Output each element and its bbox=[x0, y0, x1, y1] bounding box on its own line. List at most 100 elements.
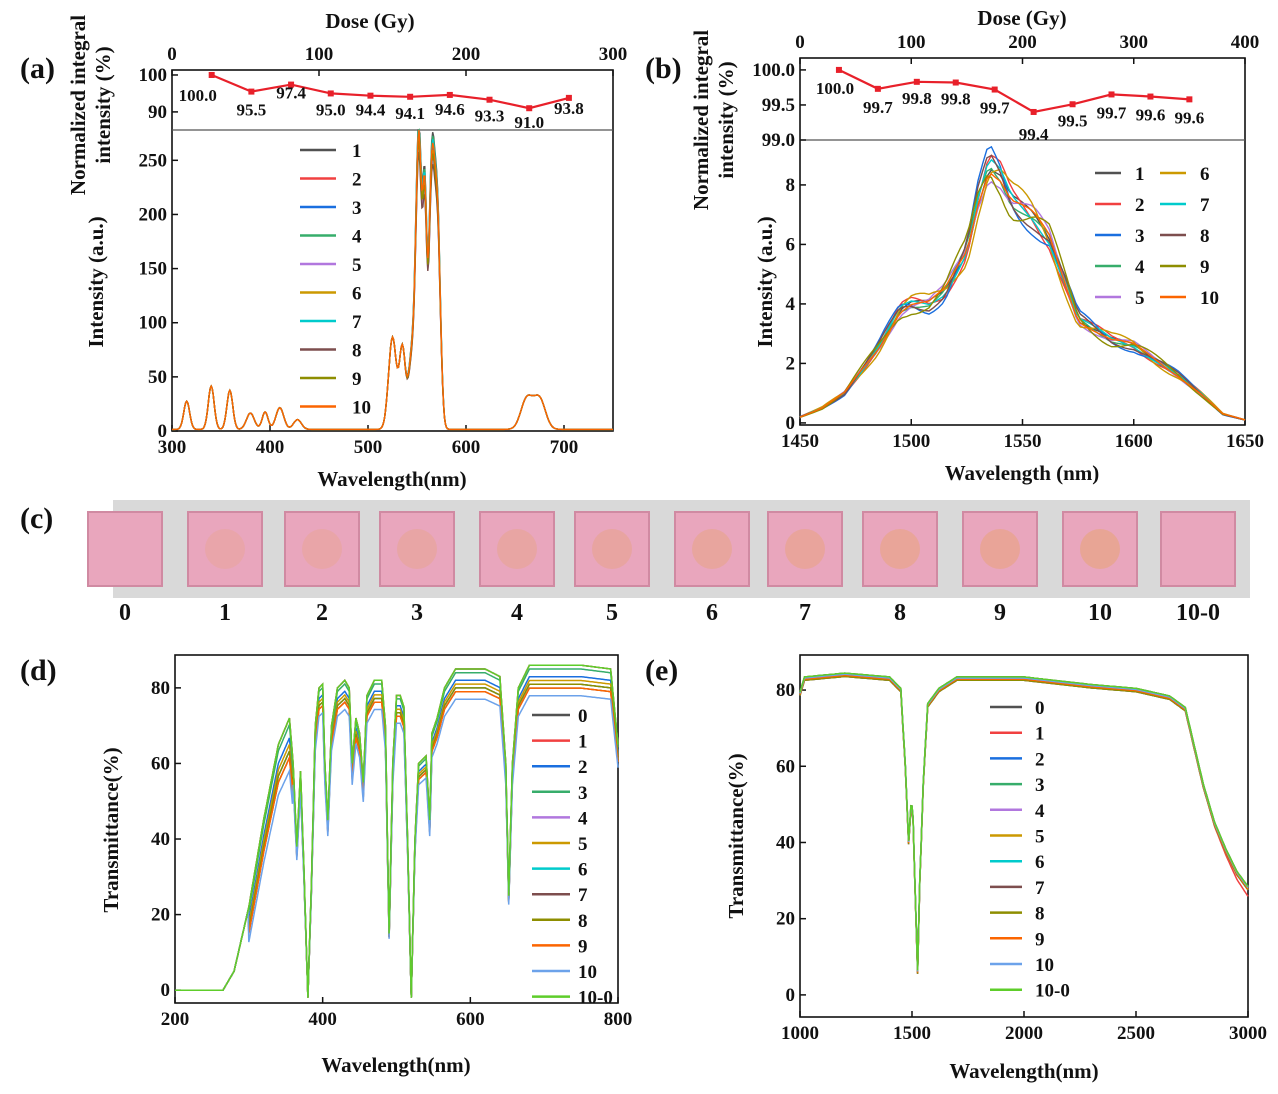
b-inset-point bbox=[1030, 108, 1037, 115]
e-legend-label: 10-0 bbox=[1035, 981, 1070, 1002]
b-inset-y-tick-label: 99.0 bbox=[762, 130, 795, 151]
d-legend-label: 3 bbox=[578, 783, 588, 804]
a-legend-label: 4 bbox=[352, 227, 362, 248]
a-inset-point bbox=[407, 93, 414, 100]
a-main-y-tick-label: 100 bbox=[139, 313, 168, 334]
d-legend-label: 2 bbox=[578, 757, 588, 778]
a-main-y-tick-label: 250 bbox=[139, 150, 168, 171]
e-series-0 bbox=[799, 675, 1249, 974]
e-series-6 bbox=[799, 673, 1249, 972]
e-series-4 bbox=[799, 675, 1249, 974]
e-legend-label: 7 bbox=[1035, 878, 1045, 899]
a-inset-point bbox=[526, 105, 533, 112]
d-series-10 bbox=[175, 695, 619, 998]
sample-10-0-label: 10-0 bbox=[1176, 600, 1220, 626]
d-legend-label: 10-0 bbox=[578, 988, 613, 1009]
a-inset-line bbox=[211, 73, 570, 110]
b-legend-label: 6 bbox=[1200, 164, 1210, 185]
b-inset-y-tick-label: 100.0 bbox=[752, 60, 795, 81]
sample-8-label: 8 bbox=[894, 600, 906, 626]
e-y-tick-label: 0 bbox=[786, 985, 796, 1006]
sample-7-irradiated-spot bbox=[785, 529, 825, 569]
b-inset-data-label: 100.0 bbox=[816, 79, 854, 98]
b-dose-x-tick-label: 300 bbox=[1120, 32, 1149, 53]
e-y-tick-label: 60 bbox=[776, 756, 795, 777]
e-y-label: Transmittance(%) bbox=[724, 753, 748, 918]
e-legend-label: 6 bbox=[1035, 852, 1045, 873]
sample-3-label: 3 bbox=[411, 600, 423, 626]
a-dose-x-tick-label: 200 bbox=[452, 44, 481, 65]
e-x-tick-label: 1500 bbox=[893, 1023, 931, 1044]
b-inset-data-label: 99.7 bbox=[980, 99, 1010, 118]
a-inset-data-label: 91.0 bbox=[514, 113, 544, 132]
sample-0-glass bbox=[87, 511, 163, 587]
e-legend-label: 10 bbox=[1035, 955, 1054, 976]
a-inset-data-label: 94.6 bbox=[435, 100, 465, 119]
e-x-tick-label: 1000 bbox=[781, 1023, 819, 1044]
a-dose-x-tick-label: 100 bbox=[305, 44, 334, 65]
a-inset-point bbox=[288, 81, 295, 88]
sample-1-glass bbox=[187, 511, 263, 587]
e-series-10 bbox=[799, 673, 1249, 972]
sample-2-label: 2 bbox=[316, 600, 328, 626]
b-inset-point bbox=[1069, 101, 1076, 108]
b-main-y-tick-label: 2 bbox=[786, 353, 796, 374]
b-inset-y-label-2: intensity (%) bbox=[714, 61, 738, 178]
a-inset-data-label: 93.8 bbox=[554, 99, 584, 118]
e-series-9 bbox=[799, 674, 1249, 973]
a-inset-point bbox=[446, 91, 453, 98]
b-inset-data-label: 99.6 bbox=[1136, 106, 1166, 125]
b-series-6 bbox=[799, 168, 1246, 421]
b-legend-label: 8 bbox=[1200, 226, 1210, 247]
b-inset-data-label: 99.8 bbox=[902, 89, 932, 108]
sample-3-irradiated-spot bbox=[397, 529, 437, 569]
d-legend-label: 7 bbox=[578, 885, 588, 906]
b-legend-label: 3 bbox=[1135, 226, 1145, 247]
a-inset-y-label-1: Normalized integral bbox=[66, 15, 90, 195]
b-main-x-tick-label: 1450 bbox=[781, 431, 819, 452]
a-legend-label: 2 bbox=[352, 170, 362, 191]
a-main-x-tick-label: 400 bbox=[256, 437, 285, 458]
sample-9-irradiated-spot bbox=[980, 529, 1020, 569]
e-legend-label: 2 bbox=[1035, 749, 1045, 770]
a-inset-point bbox=[327, 90, 334, 97]
a-inset-y-label-2: intensity (%) bbox=[91, 46, 115, 163]
panel-label-d: (d) bbox=[20, 654, 57, 687]
a-inset-y-tick-label: 100 bbox=[139, 65, 168, 86]
a-frame bbox=[171, 69, 614, 432]
a-legend-label: 1 bbox=[352, 141, 362, 162]
b-main-x-tick-label: 1550 bbox=[1004, 431, 1042, 452]
sample-1-label: 1 bbox=[219, 600, 231, 626]
b-inset-data-label: 99.8 bbox=[941, 90, 971, 109]
e-legend-label: 4 bbox=[1035, 801, 1045, 822]
sample-10-0-glass bbox=[1160, 511, 1236, 587]
d-legend-label: 0 bbox=[578, 706, 588, 727]
e-legend-label: 1 bbox=[1035, 724, 1045, 745]
d-y-tick-label: 20 bbox=[151, 905, 170, 926]
b-series-9 bbox=[799, 175, 1246, 421]
a-dose-label: Dose (Gy) bbox=[325, 9, 414, 33]
a-main-x-tick-label: 600 bbox=[452, 437, 481, 458]
e-series-5 bbox=[799, 674, 1249, 973]
e-y-tick-label: 40 bbox=[776, 832, 795, 853]
e-legend-label: 9 bbox=[1035, 929, 1045, 950]
sample-photo-strip: 0 1 2 3 4 5 6 7 8 9 10 10-0 bbox=[87, 500, 1250, 626]
a-legend-label: 3 bbox=[352, 198, 362, 219]
b-legend-label: 10 bbox=[1200, 288, 1219, 309]
d-legend-label: 5 bbox=[578, 834, 588, 855]
b-inset-point bbox=[1147, 93, 1154, 100]
b-inset-point bbox=[913, 78, 920, 85]
a-series-3 bbox=[172, 133, 613, 431]
b-inset-data-label: 99.4 bbox=[1019, 125, 1049, 144]
d-x-tick-label: 600 bbox=[456, 1009, 485, 1030]
b-inset-point bbox=[1186, 96, 1193, 103]
b-series-2 bbox=[799, 154, 1246, 421]
a-series-2 bbox=[172, 144, 613, 431]
b-dose-label: Dose (Gy) bbox=[977, 6, 1066, 30]
b-inset-y-label-1: Normalized integral bbox=[689, 30, 713, 210]
d-frame bbox=[174, 654, 619, 1004]
a-legend-label: 5 bbox=[352, 255, 362, 276]
